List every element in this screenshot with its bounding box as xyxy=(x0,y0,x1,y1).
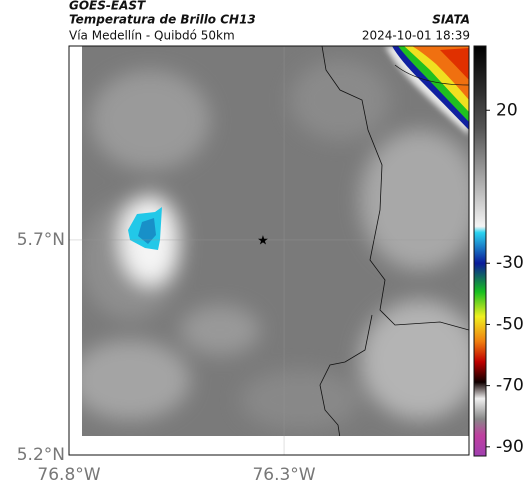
header: GOES-EAST Temperatura de Brillo CH13 Vía… xyxy=(69,0,470,43)
datetime: 2024-10-01 18:39 xyxy=(362,29,470,43)
subtitle: Temperatura de Brillo CH13 xyxy=(69,13,256,27)
y-tick-label: 5.2°N xyxy=(17,445,65,465)
colorbar-tick-label: -90 xyxy=(496,437,524,457)
ticks: 76.8°W 76.3°W 5.7°N 5.2°N 20 -30 -50 -70 -90 xyxy=(17,100,524,485)
map-frame xyxy=(68,45,470,456)
y-tick-label: 5.7°N xyxy=(17,230,65,250)
location-marker: ★ xyxy=(257,234,269,249)
colorbar-tick-label: 20 xyxy=(496,100,518,120)
title: GOES-EAST xyxy=(69,0,146,13)
colorbar xyxy=(473,45,487,457)
x-tick-label: 76.3°W xyxy=(252,465,315,485)
colorbar-tick-label: -30 xyxy=(496,253,524,273)
source: SIATA xyxy=(432,13,470,27)
satellite-image xyxy=(82,46,469,438)
x-tick-label: 76.8°W xyxy=(37,465,100,485)
route: Vía Medellín - Quibdó 50km xyxy=(69,29,235,43)
colorbar-tick-label: -50 xyxy=(496,314,524,334)
colorbar-tick-label: -70 xyxy=(496,376,524,396)
